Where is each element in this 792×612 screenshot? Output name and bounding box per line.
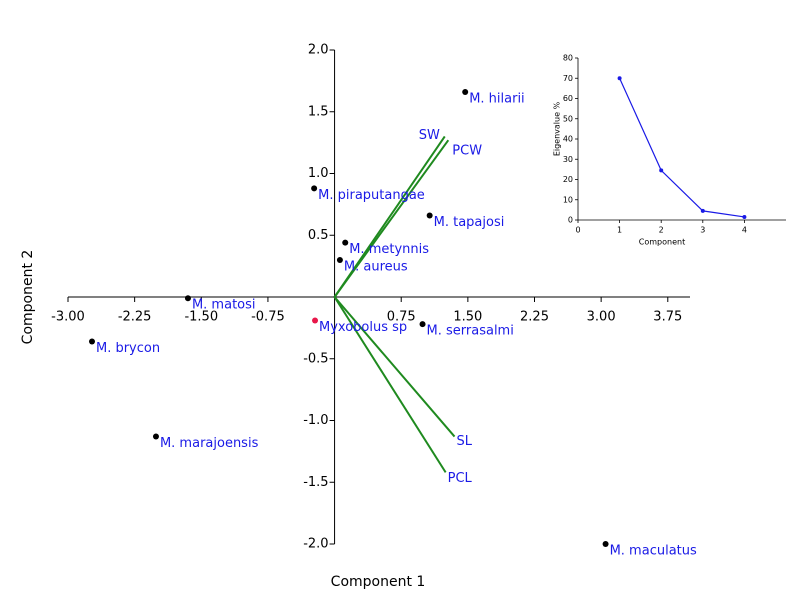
inset-y-tick-label: 10 xyxy=(563,195,573,204)
inset-y-tick-label: 20 xyxy=(563,175,573,184)
point-label: M. marajoensis xyxy=(160,436,259,451)
y-tick-label: -2.0 xyxy=(303,537,328,552)
inset-x-tick-label: 2 xyxy=(659,226,664,235)
x-tick-label: -0.75 xyxy=(251,310,285,325)
inset-y-tick-label: 60 xyxy=(563,94,573,103)
y-tick-label: 1.0 xyxy=(308,166,329,181)
point-label: M. piraputangae xyxy=(318,188,425,203)
loading-vector xyxy=(333,139,450,298)
inset-x-tick-label: 4 xyxy=(742,226,747,235)
point xyxy=(462,88,469,95)
x-tick-label: -3.00 xyxy=(51,310,85,325)
point-label: M. brycon xyxy=(96,341,160,356)
x-tick-label: 3.75 xyxy=(653,310,682,325)
point-label: M. tapajosi xyxy=(434,215,505,230)
y-tick-label: -1.0 xyxy=(303,413,328,428)
vector-label: SW xyxy=(419,128,440,143)
inset-x-tick-label: 0 xyxy=(575,226,580,235)
inset-y-tick-label: 40 xyxy=(563,135,573,144)
x-tick-label: 3.00 xyxy=(587,310,616,325)
inset-y-tick-label: 50 xyxy=(563,114,573,123)
loading-vector xyxy=(333,296,447,473)
inset-y-tick-label: 30 xyxy=(563,155,573,164)
inset-y-title: Eigenvalue % xyxy=(553,101,562,156)
scree-line xyxy=(619,78,745,218)
inset-x-tick-label: 3 xyxy=(700,226,705,235)
inset-y-tick-label: 70 xyxy=(563,74,573,83)
vector-label: PCW xyxy=(452,144,482,159)
point xyxy=(602,541,609,547)
y-tick-label: -1.5 xyxy=(303,475,328,490)
scree-point xyxy=(659,168,664,173)
loading-vector xyxy=(333,296,456,438)
point xyxy=(312,317,319,324)
scree-point xyxy=(742,214,747,219)
x-tick-label: 2.25 xyxy=(520,310,549,325)
y-tick-label: 0.5 xyxy=(308,228,329,243)
point xyxy=(336,256,343,263)
inset-x-title: Component xyxy=(639,238,685,247)
point xyxy=(88,338,95,345)
vector-label: SL xyxy=(457,434,473,449)
point xyxy=(152,433,159,440)
x-tick-label: 1.50 xyxy=(453,310,482,325)
x-tick-label: -2.25 xyxy=(118,310,152,325)
point-label: M. aureus xyxy=(344,259,408,274)
point-label: Myxobolus sp xyxy=(319,320,407,335)
x-tick-label: -1.50 xyxy=(184,310,218,325)
y-tick-label: 2.0 xyxy=(308,43,329,58)
scree-point xyxy=(617,76,622,81)
point xyxy=(311,185,318,192)
point xyxy=(342,239,349,246)
vector-label: PCL xyxy=(448,471,473,486)
scree-point xyxy=(700,208,705,213)
inset-y-tick-label: 0 xyxy=(568,216,573,225)
point xyxy=(184,295,191,302)
point-label: M. metynnis xyxy=(349,242,429,257)
point xyxy=(426,212,433,219)
point xyxy=(419,321,426,328)
y-axis-title: Component 2 xyxy=(20,250,36,345)
x-tick-label: 0.75 xyxy=(387,310,416,325)
inset-x-tick-label: 1 xyxy=(617,226,622,235)
y-tick-label: -0.5 xyxy=(303,351,328,366)
point-label: M. maculatus xyxy=(610,544,697,559)
point-label: M. hilarii xyxy=(469,91,524,106)
point-label: M. serrasalmi xyxy=(427,324,514,339)
x-axis-title: Component 1 xyxy=(331,574,426,590)
point-label: M. matosi xyxy=(192,298,256,313)
inset-y-tick-label: 80 xyxy=(563,54,573,63)
y-tick-label: 1.5 xyxy=(308,104,329,119)
